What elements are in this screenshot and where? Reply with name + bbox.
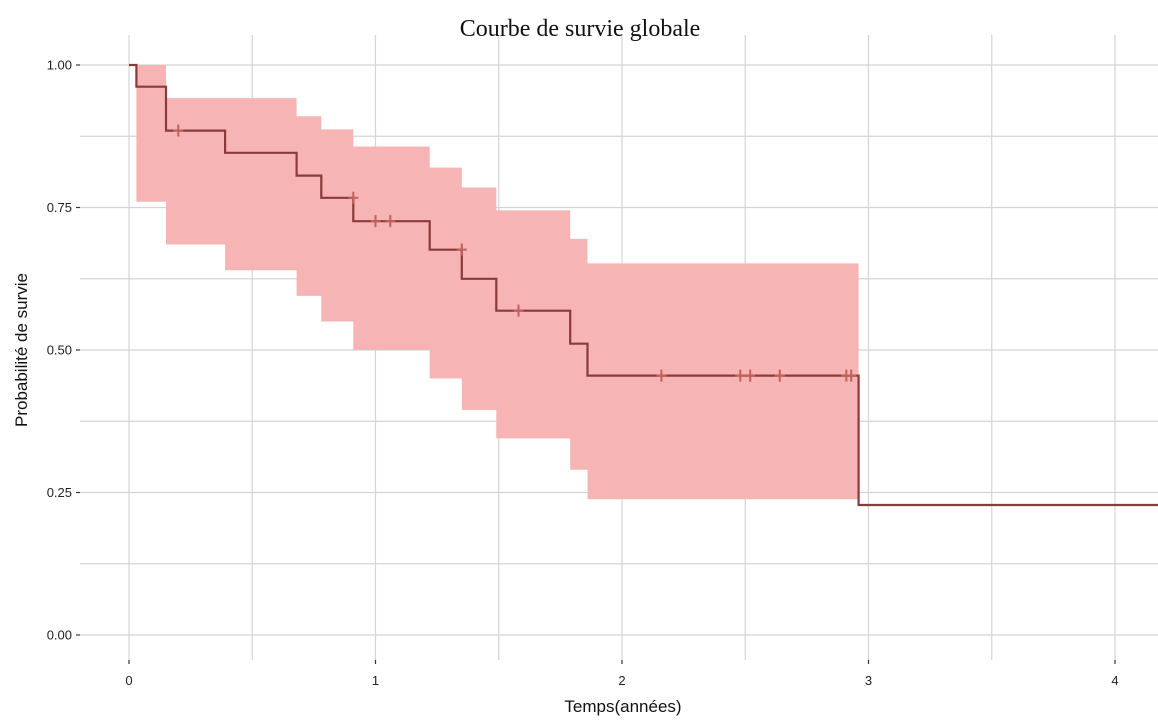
censor-mark xyxy=(745,369,756,382)
x-tick-label: 3 xyxy=(865,673,872,688)
censor-mark xyxy=(370,215,381,228)
censor-marks-layer xyxy=(173,124,857,382)
y-tick-label: 1.00 xyxy=(47,58,72,73)
confidence-band xyxy=(129,65,859,500)
censor-mark xyxy=(656,369,667,382)
y-tick-label: 0.75 xyxy=(47,200,72,215)
censor-mark xyxy=(735,369,746,382)
y-tick-label: 0.50 xyxy=(47,343,72,358)
x-tick-label: 0 xyxy=(125,673,132,688)
chart-title: Courbe de survie globale xyxy=(460,16,701,42)
x-tick-label: 1 xyxy=(372,673,379,688)
y-tick-label: 0.00 xyxy=(47,628,72,643)
censor-mark xyxy=(456,243,467,256)
censor-mark xyxy=(513,304,524,317)
censor-mark xyxy=(774,369,785,382)
censor-mark xyxy=(348,191,359,204)
x-tick-label: 4 xyxy=(1111,673,1118,688)
y-axis-label: Probabilité de survie xyxy=(12,273,31,427)
censor-mark xyxy=(173,124,184,137)
censor-mark xyxy=(846,369,857,382)
confidence-band-layer xyxy=(129,65,859,500)
x-tick-label: 2 xyxy=(618,673,625,688)
x-axis-label: Temps(années) xyxy=(564,697,681,716)
censor-mark xyxy=(385,215,396,228)
axes: 0.00 0.25 0.50 0.75 1.00 0 1 2 3 4 xyxy=(47,58,1119,689)
y-tick-label: 0.25 xyxy=(47,485,72,500)
